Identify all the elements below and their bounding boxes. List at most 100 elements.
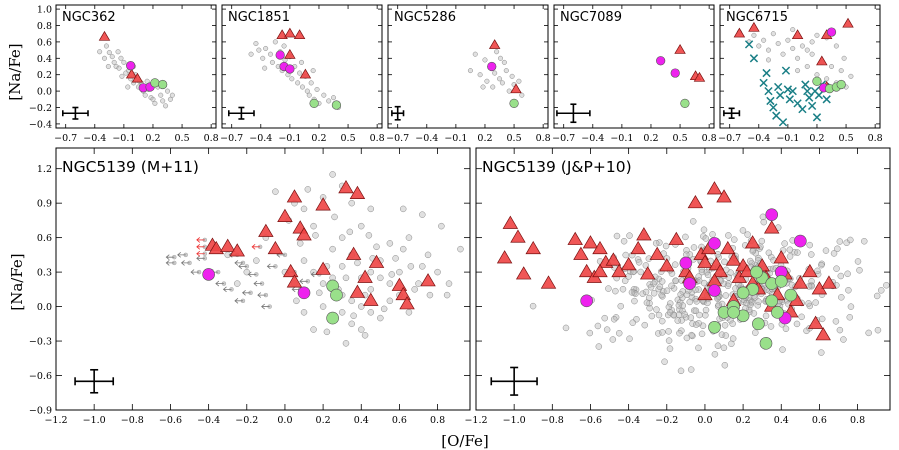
data-point-field <box>594 322 602 330</box>
marks <box>97 30 175 109</box>
data-point-field <box>601 314 608 322</box>
data-point-magenta <box>202 268 215 281</box>
data-point-field <box>405 309 413 316</box>
x-tick-label: −0.1 <box>278 133 301 144</box>
data-point-teal-x <box>774 82 783 92</box>
x-tick-label: 0.2 <box>643 133 658 144</box>
data-point-field <box>837 272 845 280</box>
data-point-field <box>620 237 628 245</box>
data-point-field <box>300 257 308 264</box>
data-point-field <box>253 257 260 264</box>
data-point-upper-limit-arrows <box>266 263 276 270</box>
data-point-field <box>350 312 357 320</box>
data-point-field <box>295 80 301 86</box>
data-point-field <box>256 47 262 53</box>
data-point-field <box>650 289 658 297</box>
data-point-field <box>677 291 684 298</box>
data-point-field <box>700 226 708 234</box>
data-point-teal-x <box>812 113 822 122</box>
data-point-field <box>354 259 361 267</box>
y-tick-label: 0.9 <box>37 199 52 210</box>
data-point-field <box>721 258 728 266</box>
x-tick-label: −0.4 <box>617 415 640 426</box>
data-point-field <box>655 311 663 319</box>
data-point-field <box>759 213 767 221</box>
data-point-field <box>396 268 403 276</box>
data-point-upper-limit-arrows <box>180 260 190 266</box>
data-point-field <box>289 76 295 82</box>
data-point-field <box>111 59 117 65</box>
x-tick-label: −0.7 <box>386 133 409 144</box>
data-point-field <box>150 96 156 102</box>
data-point-field <box>641 321 649 329</box>
data-point-field <box>765 249 773 257</box>
data-point-red <box>620 257 637 271</box>
data-point-field <box>310 68 316 74</box>
data-point-field <box>700 233 707 240</box>
data-point-field <box>845 286 852 294</box>
data-point-field <box>612 287 619 295</box>
y-tick-label: −0.9 <box>29 406 52 417</box>
data-point-field <box>822 247 830 254</box>
data-point-green <box>331 100 342 110</box>
y-tick-label: 0.8 <box>37 21 52 32</box>
data-point-field <box>646 300 653 307</box>
x-tick-label: 0.8 <box>204 133 219 144</box>
data-point-field <box>721 361 729 369</box>
y-tick-label: 0.2 <box>37 70 52 81</box>
data-point-upper-limit-arrows <box>222 286 232 293</box>
plot-frame <box>387 4 549 129</box>
data-point-field <box>873 292 881 300</box>
data-point-field <box>652 239 660 247</box>
data-point-field <box>152 100 158 106</box>
data-point-field <box>865 329 872 337</box>
data-point-field <box>424 251 432 259</box>
data-point-field <box>714 250 722 258</box>
y-tick-label: 1.0 <box>37 5 52 16</box>
data-point-field <box>814 267 821 275</box>
x-tick-label: −0.1 <box>444 133 467 144</box>
data-point-field <box>883 281 890 289</box>
data-point-field <box>272 39 278 45</box>
data-point-red <box>229 243 245 257</box>
data-point-field <box>690 244 698 251</box>
data-point-red <box>706 181 723 195</box>
data-point-field <box>348 199 355 207</box>
data-point-field <box>367 309 375 316</box>
data-point-red <box>630 240 646 255</box>
data-point-field <box>704 271 712 279</box>
y-tick-label: 0.6 <box>37 233 52 244</box>
data-point-field <box>262 65 268 71</box>
data-point-red <box>697 286 713 301</box>
data-point-field <box>725 232 732 239</box>
data-point-field <box>698 268 706 276</box>
panel-title: NGC1851 <box>228 10 290 25</box>
data-point-field <box>688 331 695 339</box>
data-point-field <box>838 294 845 301</box>
data-point-field <box>747 301 754 309</box>
data-point-field <box>386 297 394 305</box>
data-point-field <box>605 285 612 292</box>
data-point-field <box>509 73 515 79</box>
data-point-red <box>807 315 824 329</box>
data-point-field <box>715 301 722 309</box>
data-point-field <box>655 330 662 337</box>
data-point-upper-limit-arrows <box>238 263 247 270</box>
x-tick-label: 0.5 <box>175 133 190 144</box>
marks <box>467 39 525 109</box>
data-point-field <box>665 337 673 344</box>
data-point-field <box>419 263 426 270</box>
x-tick-label: −0.4 <box>581 133 604 144</box>
data-point-teal-x <box>781 66 791 75</box>
data-point-red <box>267 240 284 255</box>
data-point-field <box>377 274 384 282</box>
data-point-teal-x <box>788 86 797 96</box>
data-point-field <box>338 309 346 316</box>
data-point-field <box>812 299 819 306</box>
data-point-field <box>632 290 639 297</box>
data-point-teal-x <box>785 95 794 104</box>
data-point-field <box>675 311 683 318</box>
x-tick-label: −1.2 <box>464 415 487 426</box>
data-point-field <box>767 323 775 330</box>
y-tick-label: −0.6 <box>29 371 52 382</box>
